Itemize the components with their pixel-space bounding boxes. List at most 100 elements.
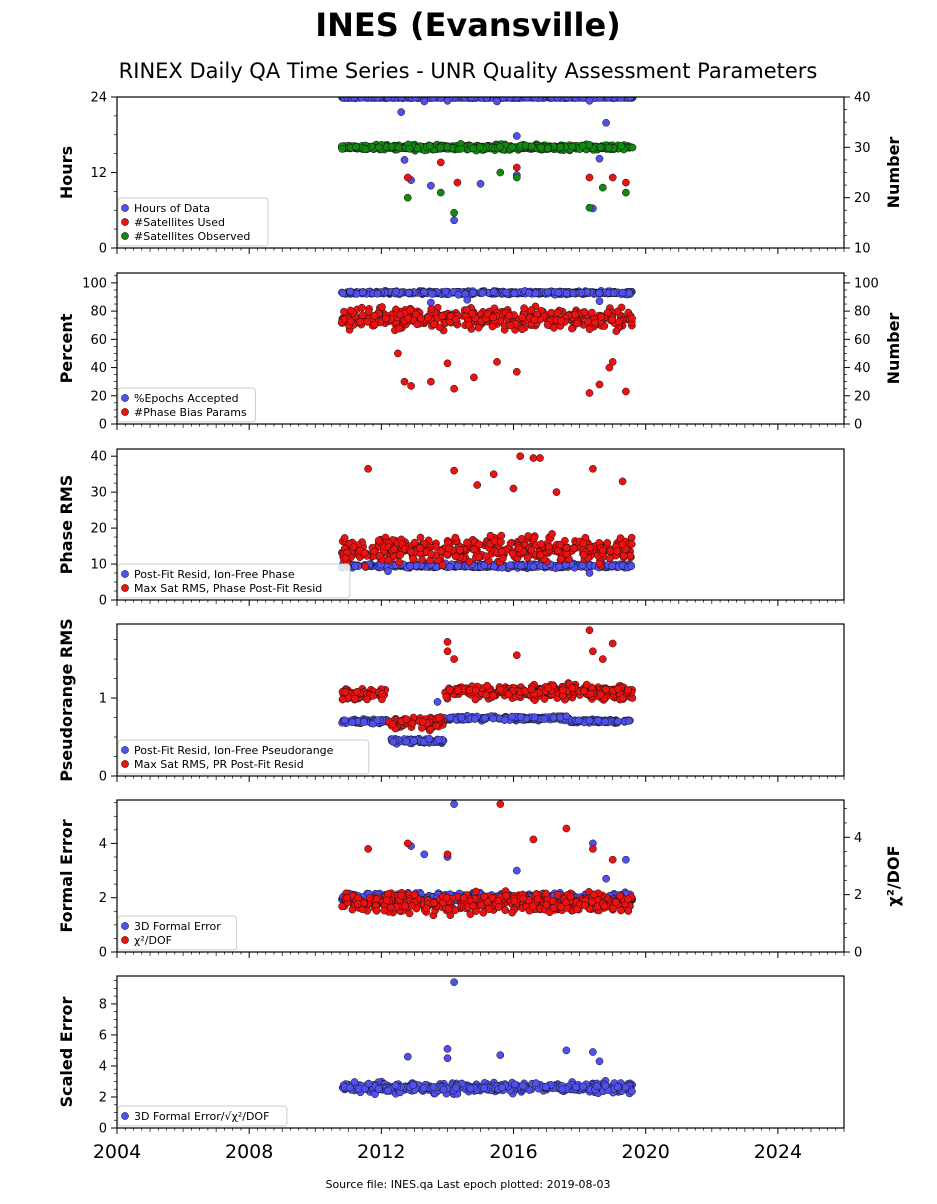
data-point bbox=[481, 714, 488, 721]
y-tick-label: 1 bbox=[99, 692, 107, 707]
series-0 bbox=[339, 698, 634, 747]
data-point bbox=[398, 109, 405, 116]
data-point bbox=[388, 143, 395, 150]
y-tick-label-right: 40 bbox=[854, 91, 871, 106]
data-point bbox=[596, 155, 603, 162]
data-point bbox=[442, 288, 449, 295]
data-point bbox=[464, 296, 471, 303]
data-point bbox=[410, 737, 417, 744]
data-point bbox=[586, 204, 593, 211]
data-point bbox=[451, 209, 458, 216]
data-point bbox=[490, 692, 497, 699]
data-point bbox=[358, 94, 365, 101]
data-point bbox=[607, 548, 614, 555]
y-axis-label: Hours bbox=[57, 146, 76, 199]
data-point bbox=[417, 315, 424, 322]
y-tick-label: 80 bbox=[90, 305, 107, 320]
series-0 bbox=[339, 94, 637, 224]
y-tick-label-right: 0 bbox=[854, 418, 862, 433]
data-point bbox=[384, 568, 391, 575]
data-point bbox=[352, 563, 359, 570]
data-point bbox=[583, 681, 590, 688]
data-point bbox=[490, 288, 497, 295]
data-point bbox=[470, 374, 477, 381]
data-point bbox=[548, 530, 555, 537]
legend: %Epochs Accepted#Phase Bias Params bbox=[118, 388, 255, 422]
data-point bbox=[362, 563, 369, 570]
data-point bbox=[375, 537, 382, 544]
data-point bbox=[628, 534, 635, 541]
data-point bbox=[419, 718, 426, 725]
y-tick-label: 30 bbox=[90, 486, 107, 501]
data-point bbox=[506, 312, 513, 319]
y-tick-label: 40 bbox=[90, 450, 107, 465]
data-point bbox=[434, 698, 441, 705]
data-point bbox=[474, 481, 481, 488]
data-point bbox=[455, 291, 462, 298]
data-point bbox=[349, 719, 356, 726]
data-point bbox=[554, 309, 561, 316]
data-point bbox=[628, 315, 635, 322]
data-point bbox=[427, 378, 434, 385]
y-axis-label: Pseudorange RMS bbox=[57, 618, 76, 781]
data-point bbox=[358, 304, 365, 311]
y-axis-label-right: Number bbox=[884, 313, 903, 385]
y-tick-label-right: 10 bbox=[854, 242, 871, 257]
y-tick-label-right: 20 bbox=[854, 191, 871, 206]
data-point bbox=[557, 541, 564, 548]
data-point bbox=[528, 546, 535, 553]
legend: Hours of Data#Satellites Used#Satellites… bbox=[118, 198, 268, 246]
data-point bbox=[610, 289, 617, 296]
y-tick-label: 100 bbox=[82, 276, 107, 291]
data-point bbox=[613, 547, 620, 554]
data-point bbox=[340, 308, 347, 315]
data-point bbox=[425, 314, 432, 321]
data-point bbox=[596, 94, 603, 101]
y-tick-label: 12 bbox=[90, 166, 107, 181]
legend-marker bbox=[121, 204, 128, 211]
data-point bbox=[608, 316, 615, 323]
data-point bbox=[472, 888, 479, 895]
data-point bbox=[569, 143, 576, 150]
y-axis-label-right: Number bbox=[884, 137, 903, 209]
data-point bbox=[426, 735, 433, 742]
data-point bbox=[403, 738, 410, 745]
data-point bbox=[421, 98, 428, 105]
data-point bbox=[452, 316, 459, 323]
data-point bbox=[451, 801, 458, 808]
data-point bbox=[513, 652, 520, 659]
legend-label: Post-Fit Resid, Ion-Free Pseudorange bbox=[134, 744, 334, 757]
data-point bbox=[426, 142, 433, 149]
data-points bbox=[338, 453, 635, 577]
data-point bbox=[406, 562, 413, 569]
data-point bbox=[451, 467, 458, 474]
data-point bbox=[351, 695, 358, 702]
y-tick-label: 24 bbox=[90, 91, 107, 106]
data-point bbox=[472, 687, 479, 694]
data-point bbox=[609, 358, 616, 365]
data-point bbox=[497, 538, 504, 545]
data-point bbox=[444, 648, 451, 655]
data-point bbox=[359, 312, 366, 319]
data-point bbox=[538, 540, 545, 547]
data-point bbox=[396, 559, 403, 566]
data-point bbox=[557, 317, 564, 324]
data-point bbox=[477, 180, 484, 187]
data-point bbox=[493, 98, 500, 105]
x-axis bbox=[117, 600, 844, 606]
data-point bbox=[417, 534, 424, 541]
data-point bbox=[376, 552, 383, 559]
data-point bbox=[517, 562, 524, 569]
data-point bbox=[625, 717, 632, 724]
data-point bbox=[519, 314, 526, 321]
y-tick-label: 0 bbox=[99, 594, 107, 609]
data-point bbox=[525, 289, 532, 296]
y-tick-label: 20 bbox=[90, 522, 107, 537]
data-point bbox=[371, 312, 378, 319]
legend-marker bbox=[121, 232, 128, 239]
figure-title: INES (Evansville) bbox=[315, 6, 621, 44]
data-point bbox=[550, 714, 557, 721]
data-point bbox=[513, 174, 520, 181]
